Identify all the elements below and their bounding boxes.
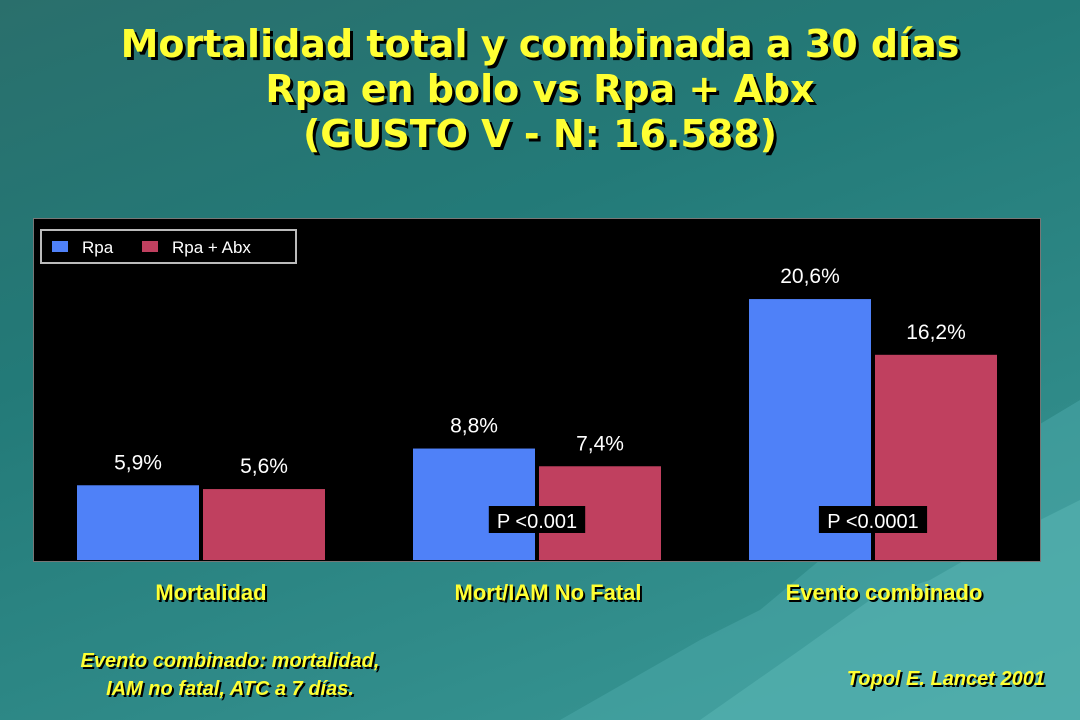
footnote: Evento combinado: mortalidad, IAM no fat… bbox=[30, 647, 430, 703]
category-label-mortalidad: Mortalidad bbox=[155, 580, 267, 605]
data-label-rpa-abx-mort-iam-no-fatal: 7,4% bbox=[576, 432, 624, 455]
legend-label-rpa: Rpa bbox=[82, 238, 114, 257]
p-value-annotation-mort-iam-no-fatal: P <0.001 bbox=[488, 506, 586, 533]
category-label-mort-iam: Mort/IAM No Fatal bbox=[454, 580, 642, 605]
data-label-rpa-mort-iam-no-fatal: 8,8% bbox=[450, 415, 498, 438]
legend-swatch-rpa bbox=[52, 241, 68, 252]
footnote-line-2: IAM no fatal, ATC a 7 días. bbox=[106, 678, 354, 700]
data-label-rpa-evento-combinado: 20,6% bbox=[780, 265, 840, 288]
legend-label-rpa-abx: Rpa + Abx bbox=[172, 238, 251, 257]
bar-rpa-mort-iam-no-fatal bbox=[413, 448, 535, 560]
chart-area bbox=[33, 218, 1041, 562]
title-line-1: Mortalidad total y combinada a 30 días bbox=[120, 22, 960, 66]
footnote-line-1: Evento combinado: mortalidad, bbox=[80, 650, 380, 672]
data-label-rpa-abx-mortalidad: 5,6% bbox=[240, 455, 288, 478]
bar-rpa-abx-mortalidad bbox=[203, 489, 325, 560]
data-label-rpa-mortalidad: 5,9% bbox=[114, 451, 162, 474]
svg-text:P <0.0001: P <0.0001 bbox=[827, 511, 918, 533]
legend-swatch-rpa-abx bbox=[142, 241, 158, 252]
page-title: Mortalidad total y combinada a 30 días R… bbox=[0, 22, 1080, 157]
data-label-rpa-abx-evento-combinado: 16,2% bbox=[906, 321, 966, 344]
category-label-evento: Evento combinado bbox=[785, 580, 983, 605]
title-line-2: Rpa en bolo vs Rpa + Abx bbox=[265, 67, 815, 111]
svg-text:P <0.001: P <0.001 bbox=[497, 511, 577, 533]
chart-legend: Rpa Rpa + Abx bbox=[40, 229, 297, 264]
title-line-3: (GUSTO V - N: 16.588) bbox=[302, 112, 778, 156]
reference-citation: Topol E. Lancet 2001 bbox=[846, 668, 1045, 690]
p-value-annotation-evento-combinado: P <0.0001 bbox=[818, 506, 928, 533]
bar-rpa-mortalidad bbox=[77, 485, 199, 560]
